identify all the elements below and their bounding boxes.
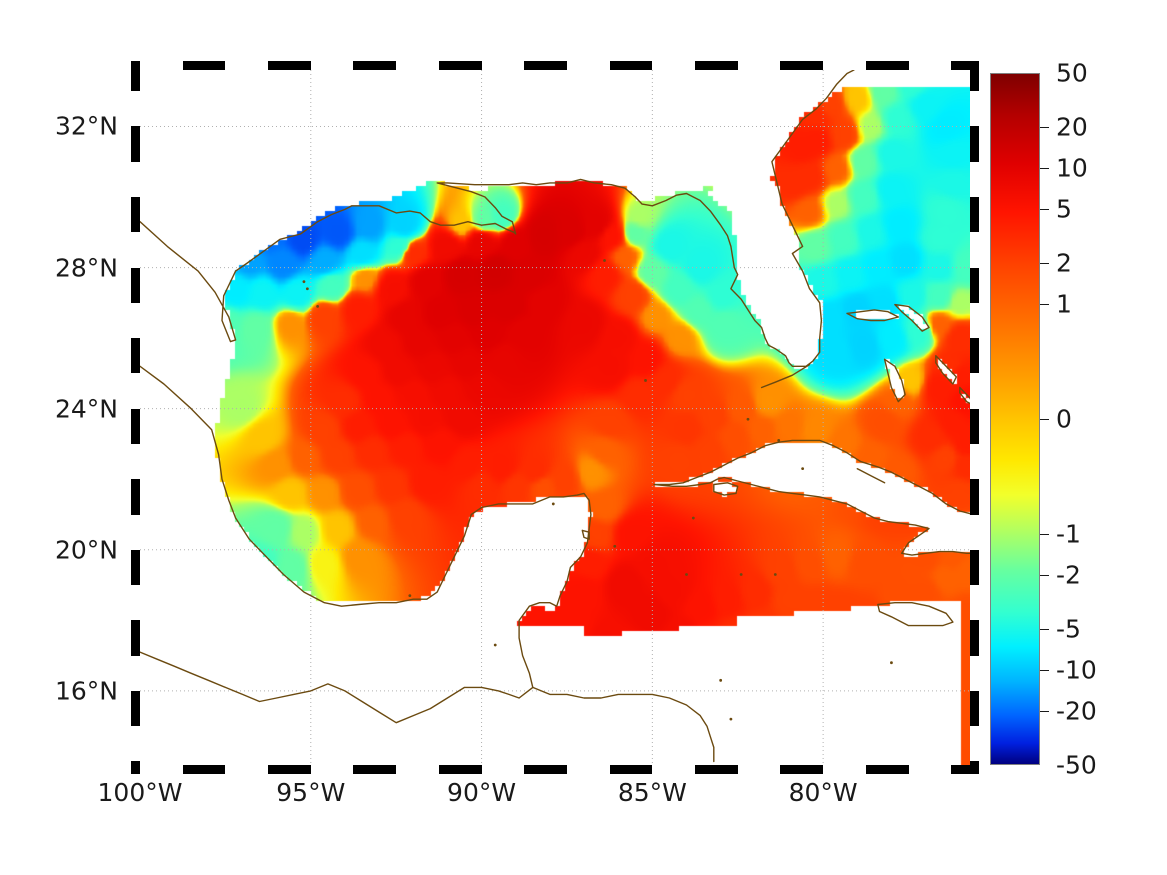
frame-checker-segment — [652, 61, 696, 70]
longitude-tick-label: 80°W — [788, 778, 858, 807]
frame-checker-segment — [970, 91, 979, 127]
frame-checker-segment — [970, 726, 979, 762]
colorbar-tick-mark — [1040, 303, 1049, 305]
colorbar-tick-label: 5 — [1056, 194, 1072, 224]
frame-checker-segment — [310, 765, 354, 774]
latitude-tick-label: 20°N — [54, 535, 118, 565]
longitude-axis-labels: 100°W 95°W 90°W 85°W 80°W — [98, 778, 970, 818]
colorbar-tick-mark — [1040, 534, 1049, 536]
colorbar-tick-label: -5 — [1056, 614, 1081, 644]
colorbar-tick-mark — [1040, 127, 1049, 129]
frame-checker-segment — [225, 61, 269, 70]
coastline-and-grid-overlay — [140, 70, 970, 765]
frame-checker-segment — [823, 765, 866, 774]
frame-checker-segment — [970, 161, 979, 197]
colorbar-tick-label: -10 — [1056, 655, 1097, 685]
colorbar-tick-label: 0 — [1056, 404, 1072, 434]
frame-checker-segment — [908, 61, 952, 70]
frame-band-bottom — [131, 765, 979, 774]
latitude-tick-label: 28°N — [54, 253, 118, 283]
frame-checker-segment — [970, 585, 979, 621]
colorbar-tick-label: 20 — [1056, 112, 1088, 142]
frame-band-top — [131, 61, 979, 70]
colorbar-tick-mark — [1040, 629, 1049, 631]
frame-checker-segment — [131, 514, 140, 550]
frame-checker-segment — [970, 373, 979, 409]
colorbar-tick-mark — [1040, 262, 1049, 264]
colorbar-gradient — [990, 73, 1040, 765]
latitude-tick-label: 32°N — [54, 111, 118, 141]
frame-checker-segment — [131, 726, 140, 762]
frame-checker-segment — [225, 765, 269, 774]
frame-checker-segment — [131, 655, 140, 691]
small-island-markers — [302, 259, 893, 721]
frame-checker-segment — [131, 232, 140, 268]
colorbar-tick-label: -1 — [1056, 519, 1081, 549]
frame-band-left — [131, 70, 140, 765]
longitude-tick-label: 95°W — [276, 778, 346, 807]
frame-checker-segment — [396, 765, 439, 774]
frame-checker-segment — [131, 302, 140, 339]
map-axes[interactable] — [131, 61, 979, 774]
frame-checker-segment — [481, 765, 525, 774]
frame-checker-segment — [396, 61, 439, 70]
frame-checker-segment — [131, 373, 140, 409]
frame-checker-segment — [737, 765, 781, 774]
coastlines — [140, 70, 970, 763]
longitude-tick-label: 100°W — [97, 778, 183, 807]
colorbar-tick-mark — [1040, 670, 1049, 672]
colorbar-tick-mark — [1040, 575, 1049, 577]
colorbar-tick-label: 10 — [1056, 153, 1088, 183]
colorbar-tick-label: -50 — [1056, 750, 1097, 780]
frame-checker-segment — [131, 585, 140, 621]
colorbar-tick-mark — [1040, 419, 1049, 420]
frame-checker-segment — [140, 765, 183, 774]
data-field-heatmap — [140, 70, 970, 765]
frame-checker-segment — [970, 443, 979, 480]
frame-checker-segment — [970, 302, 979, 339]
frame-checker-segment — [908, 765, 952, 774]
frame-checker-segment — [652, 765, 696, 774]
colorbar[interactable] — [990, 73, 1040, 765]
frame-checker-segment — [970, 514, 979, 550]
colorbar-tick-mark — [1040, 710, 1049, 712]
frame-checker-segment — [131, 443, 140, 480]
frame-band-right — [970, 70, 979, 765]
longitude-tick-label: 85°W — [617, 778, 687, 807]
map-data-area[interactable] — [140, 70, 970, 765]
colorbar-tick-label: -2 — [1056, 560, 1081, 590]
longitude-tick-label: 90°W — [447, 778, 517, 807]
frame-checker-segment — [140, 61, 183, 70]
frame-checker-segment — [481, 61, 525, 70]
colorbar-tick-label: -20 — [1056, 696, 1097, 726]
frame-checker-segment — [566, 765, 610, 774]
gridlines — [140, 70, 970, 765]
colorbar-tick-label: 2 — [1056, 248, 1072, 278]
colorbar-tick-mark — [1040, 208, 1049, 210]
latitude-axis-labels: 16°N 20°N 24°N 28°N 32°N — [0, 70, 132, 765]
frame-checker-segment — [737, 61, 781, 70]
latitude-tick-label: 16°N — [54, 676, 118, 706]
frame-checker-segment — [970, 655, 979, 691]
frame-checker-segment — [970, 232, 979, 268]
frame-checker-segment — [310, 61, 354, 70]
frame-checker-segment — [131, 91, 140, 127]
colorbar-tick-label: 1 — [1056, 289, 1072, 319]
colorbar-tick-mark — [1040, 167, 1049, 169]
frame-checker-segment — [131, 161, 140, 197]
frame-checker-segment — [823, 61, 866, 70]
colorbar-tick-label: 50 — [1056, 58, 1088, 88]
latitude-tick-label: 24°N — [54, 394, 118, 424]
frame-checker-segment — [566, 61, 610, 70]
